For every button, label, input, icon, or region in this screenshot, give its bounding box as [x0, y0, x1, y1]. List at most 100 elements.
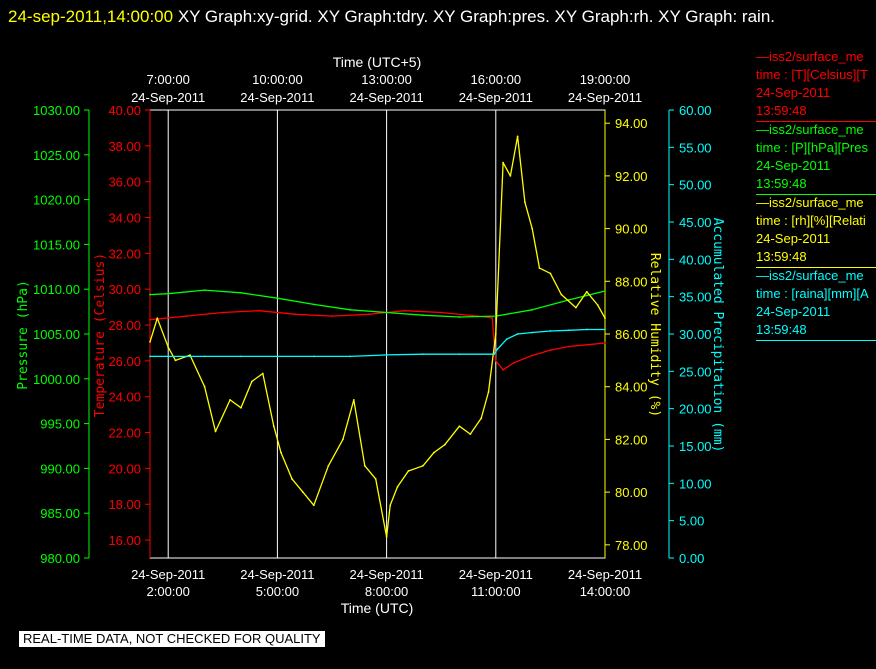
legend-date: 24-Sep-2011	[756, 85, 831, 100]
legend-desc: time : [raina][mm][A	[756, 286, 869, 301]
x-bottom-tick-date: 24-Sep-2011	[459, 567, 533, 582]
pressure-tick-label: 1000.00	[33, 372, 80, 387]
humidity-data-point	[407, 470, 410, 472]
humidity-data-point	[374, 478, 377, 480]
temperature-data-point	[585, 343, 588, 346]
x-top-tick-date: 24-Sep-2011	[459, 90, 533, 105]
precipitation-data-point	[505, 338, 508, 341]
humidity-data-point	[327, 464, 330, 467]
temperature-tick-label: 30.00	[108, 282, 141, 297]
x-bottom-tick-time: 11:00:00	[471, 584, 521, 599]
chart-title-bar: 24-sep-2011,14:00:00 XY Graph:xy-grid. X…	[8, 2, 858, 31]
temperature-tick-label: 26.00	[108, 354, 141, 369]
legend-entry: —iss2/surface_me time : [raina][mm][A 24-S…	[756, 267, 876, 343]
temperature-data-point	[331, 315, 333, 317]
precipitation-data-point	[149, 355, 151, 358]
x-top-tick-date: 24-Sep-2011	[568, 90, 642, 105]
legend-time: 13:59:48	[756, 322, 807, 337]
x-bottom-tick-time: 2:00:00	[147, 584, 190, 599]
legend-separator	[756, 267, 876, 268]
temperature-data-point	[185, 315, 188, 317]
pressure-tick-label: 1005.00	[33, 327, 80, 342]
legend-time: 13:59:48	[756, 176, 807, 191]
humidity-data-point	[458, 425, 461, 428]
temperature-axis-label: Temperature (Celsius)	[93, 253, 108, 417]
pressure-tick-label: 1025.00	[33, 148, 80, 163]
legend-entry: —iss2/surface_me time : [P][hPa][Pres 24-S…	[756, 121, 876, 197]
temperature-data-point	[567, 345, 570, 348]
humidity-axis-label: Relative Humidity (%)	[647, 253, 662, 417]
legend-name: —iss2/surface_me	[756, 122, 864, 137]
legend-separator	[756, 121, 876, 122]
legend-separator	[756, 194, 876, 195]
pressure-tick-label: 985.00	[40, 506, 80, 521]
precipitation-data-point	[516, 333, 519, 335]
precipitation-data-point	[531, 331, 534, 334]
humidity-data-point	[301, 491, 304, 494]
temperature-tick-label: 40.00	[108, 103, 141, 118]
humidity-data-point	[174, 359, 177, 362]
x-bottom-tick-time: 5:00:00	[256, 584, 299, 599]
precipitation-data-point	[493, 353, 495, 356]
humidity-data-point	[385, 536, 388, 538]
pressure-tick-label: 1015.00	[33, 237, 80, 252]
precipitation-tick-label: 30.00	[679, 327, 712, 342]
temperature-tick-label: 24.00	[108, 390, 141, 405]
humidity-data-point	[443, 443, 446, 446]
pressure-tick-label: 1020.00	[33, 193, 80, 208]
x-bottom-tick-date: 24-Sep-2011	[240, 567, 314, 582]
x-top-axis-label: Time (UTC+5)	[333, 54, 422, 70]
x-bottom-axis-label: Time (UTC)	[341, 600, 414, 616]
humidity-data-point	[214, 430, 217, 433]
humidity-data-point	[240, 406, 242, 409]
pressure-data-point	[276, 297, 279, 300]
humidity-data-point	[549, 272, 552, 275]
temperature-data-point	[440, 311, 443, 314]
humidity-data-point	[363, 464, 366, 467]
x-top-tick-time: 13:00:00	[361, 72, 412, 87]
x-bottom-tick-date: 24-Sep-2011	[349, 567, 423, 582]
humidity-data-point	[596, 304, 599, 306]
x-bottom-tick-date: 24-Sep-2011	[568, 567, 642, 582]
humidity-data-point	[272, 425, 275, 428]
humidity-data-point	[167, 346, 170, 349]
temperature-data-point	[502, 368, 504, 371]
legend-time: 13:59:48	[756, 249, 807, 264]
precipitation-tick-label: 55.00	[679, 140, 712, 155]
humidity-tick-label: 80.00	[615, 485, 648, 500]
temperature-data-point	[367, 313, 370, 316]
precipitation-data-point	[203, 355, 206, 358]
precipitation-tick-label: 15.00	[679, 439, 712, 454]
temperature-data-point	[491, 316, 494, 319]
precipitation-data-point	[496, 348, 499, 350]
precipitation-tick-label: 5.00	[679, 514, 704, 529]
pressure-tick-label: 990.00	[40, 461, 80, 476]
humidity-data-point	[487, 391, 490, 393]
precipitation-data-point	[549, 330, 552, 332]
legend-time: 13:59:48	[756, 103, 807, 118]
precipitation-tick-label: 25.00	[679, 364, 712, 379]
precipitation-tick-label: 50.00	[679, 178, 712, 193]
legend-desc: time : [P][hPa][Pres	[756, 140, 868, 155]
precipitation-tick-label: 20.00	[679, 402, 712, 417]
precipitation-series-line	[150, 328, 605, 358]
humidity-data-point	[203, 385, 206, 388]
pressure-tick-label: 980.00	[40, 551, 80, 566]
precipitation-tick-label: 40.00	[679, 252, 712, 267]
humidity-tick-label: 90.00	[615, 222, 648, 237]
precipitation-data-point	[604, 328, 606, 331]
humidity-data-point	[422, 464, 424, 467]
pressure-data-point	[422, 314, 424, 317]
humidity-data-point	[291, 478, 293, 480]
temperature-data-point	[513, 361, 515, 364]
x-bottom-tick-time: 8:00:00	[365, 584, 408, 599]
x-top-tick-date: 24-Sep-2011	[131, 90, 205, 105]
pressure-data-point	[240, 291, 242, 294]
pressure-tick-label: 1010.00	[33, 282, 80, 297]
legend-date: 24-Sep-2011	[756, 304, 831, 319]
legend-separator	[756, 340, 876, 341]
pressure-axis-label: Pressure (hPa)	[16, 280, 31, 390]
temperature-tick-label: 32.00	[108, 246, 141, 261]
precipitation-data-point	[385, 354, 388, 356]
